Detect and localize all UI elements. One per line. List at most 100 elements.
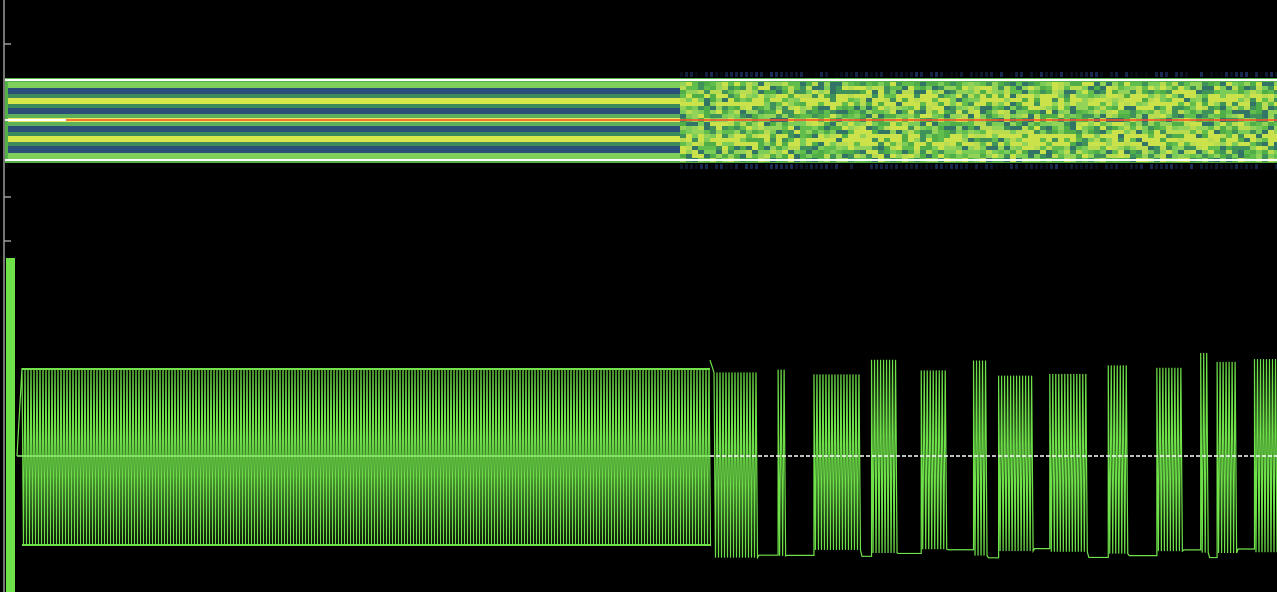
spectrogram-fringe (730, 164, 733, 169)
spectrogram-cell (1034, 138, 1040, 142)
spectrogram-cell (854, 146, 860, 150)
spectrogram-cell (860, 82, 866, 86)
spectrogram-cell (884, 154, 890, 158)
spectrogram-cell (770, 106, 776, 110)
spectrogram-cell (740, 102, 746, 106)
spectrogram-cell (1088, 134, 1094, 138)
spectrogram-cell (1256, 106, 1262, 110)
spectrogram-cell (1052, 114, 1058, 118)
spectrogram-fringe (1260, 164, 1263, 169)
spectrogram-cell (728, 106, 734, 110)
spectrogram-cell (1040, 142, 1046, 146)
spectrogram-cell (1016, 130, 1022, 134)
spectrogram-cell (854, 94, 860, 98)
spectrogram-cell (866, 150, 872, 154)
spectrogram-cell (1184, 134, 1190, 138)
spectrogram-cell (1262, 142, 1268, 146)
spectrogram-cell (986, 134, 992, 138)
spectrogram-cell (722, 122, 728, 126)
spectrogram-cell (722, 102, 728, 106)
spectrogram-cell (1130, 94, 1136, 98)
spectrogram-cell (728, 130, 734, 134)
spectrogram-cell (1178, 122, 1184, 126)
spectrogram-cell (1022, 114, 1028, 118)
spectrogram-cell (1070, 86, 1076, 90)
spectrogram-cell (884, 142, 890, 146)
spectrogram-cell (998, 82, 1004, 86)
spectrogram-cell (1070, 142, 1076, 146)
spectrogram-cell (1256, 146, 1262, 150)
spectrogram-cell (824, 122, 830, 126)
spectrogram-cell (902, 126, 908, 130)
spectrogram-cell (1238, 98, 1244, 102)
spectrogram-cell (1052, 138, 1058, 142)
spectrogram-cell (1196, 82, 1202, 86)
spectrogram-cell (998, 86, 1004, 90)
spectrogram-cell (1130, 82, 1136, 86)
spectrogram-cell (974, 98, 980, 102)
waveform-view[interactable] (6, 258, 1277, 592)
spectrogram-cell (824, 110, 830, 114)
spectrogram-cell (716, 98, 722, 102)
spectrogram-cell (1232, 150, 1238, 154)
spectrogram-cell (1004, 98, 1010, 102)
spectrogram-cell (1256, 110, 1262, 114)
spectrogram-cell (1178, 82, 1184, 86)
spectrogram-cell (1118, 150, 1124, 154)
spectrogram-cell (1112, 90, 1118, 94)
spectrogram-fringe (1075, 164, 1078, 169)
spectrogram-fringe (1230, 164, 1233, 169)
spectrogram-cell (878, 130, 884, 134)
spectrogram-fringe (1100, 164, 1103, 169)
spectrogram-cell (1070, 98, 1076, 102)
spectrogram-cell (716, 82, 722, 86)
spectrogram-cell (734, 82, 740, 86)
spectrogram-cell (884, 102, 890, 106)
spectrogram-cell (680, 146, 686, 150)
spectrogram-cell (848, 126, 854, 130)
spectrogram-cell (968, 126, 974, 130)
spectrogram-cell (1202, 130, 1208, 134)
spectrogram-cell (1016, 126, 1022, 130)
spectrogram-cell (896, 142, 902, 146)
spectrogram-band (8, 94, 680, 98)
spectrogram-fringe (1030, 164, 1033, 169)
spectrogram-cell (824, 138, 830, 142)
spectrogram-cell (1112, 134, 1118, 138)
spectrogram-cell (1160, 146, 1166, 150)
spectrogram-cell (902, 150, 908, 154)
spectrogram-cell (812, 86, 818, 90)
spectrogram-fringe (885, 72, 888, 77)
spectrogram-cell (710, 130, 716, 134)
spectrogram-cell (878, 114, 884, 118)
spectrogram-cell (1010, 106, 1016, 110)
spectrogram-cell (992, 134, 998, 138)
spectrogram-cell (1070, 138, 1076, 142)
spectrogram-fringe (1170, 164, 1173, 169)
spectrogram-fringe (895, 164, 898, 169)
spectrogram-fringe (745, 164, 748, 169)
spectrogram-cell (770, 98, 776, 102)
spectrogram-cell (902, 142, 908, 146)
spectrogram-cell (1154, 86, 1160, 90)
spectrogram-cell (806, 138, 812, 142)
spectrogram-cell (692, 114, 698, 118)
spectrogram-cell (776, 154, 782, 158)
spectrogram-cell (1148, 110, 1154, 114)
spectrogram-cell (722, 82, 728, 86)
spectrogram-cell (1160, 130, 1166, 134)
spectrogram-cell (1190, 130, 1196, 134)
spectrogram-fringe (1150, 72, 1153, 77)
spectrogram-view[interactable] (5, 72, 1277, 169)
spectrogram-cell (824, 98, 830, 102)
spectrogram-cell (1160, 98, 1166, 102)
spectrogram-fringe (705, 72, 708, 77)
spectrogram-cell (1076, 154, 1082, 158)
spectrogram-cell (860, 90, 866, 94)
spectrogram-cell (1118, 122, 1124, 126)
spectrogram-cell (800, 94, 806, 98)
spectrogram-cell (1256, 98, 1262, 102)
spectrogram-cell (914, 134, 920, 138)
spectrogram-cell (944, 106, 950, 110)
